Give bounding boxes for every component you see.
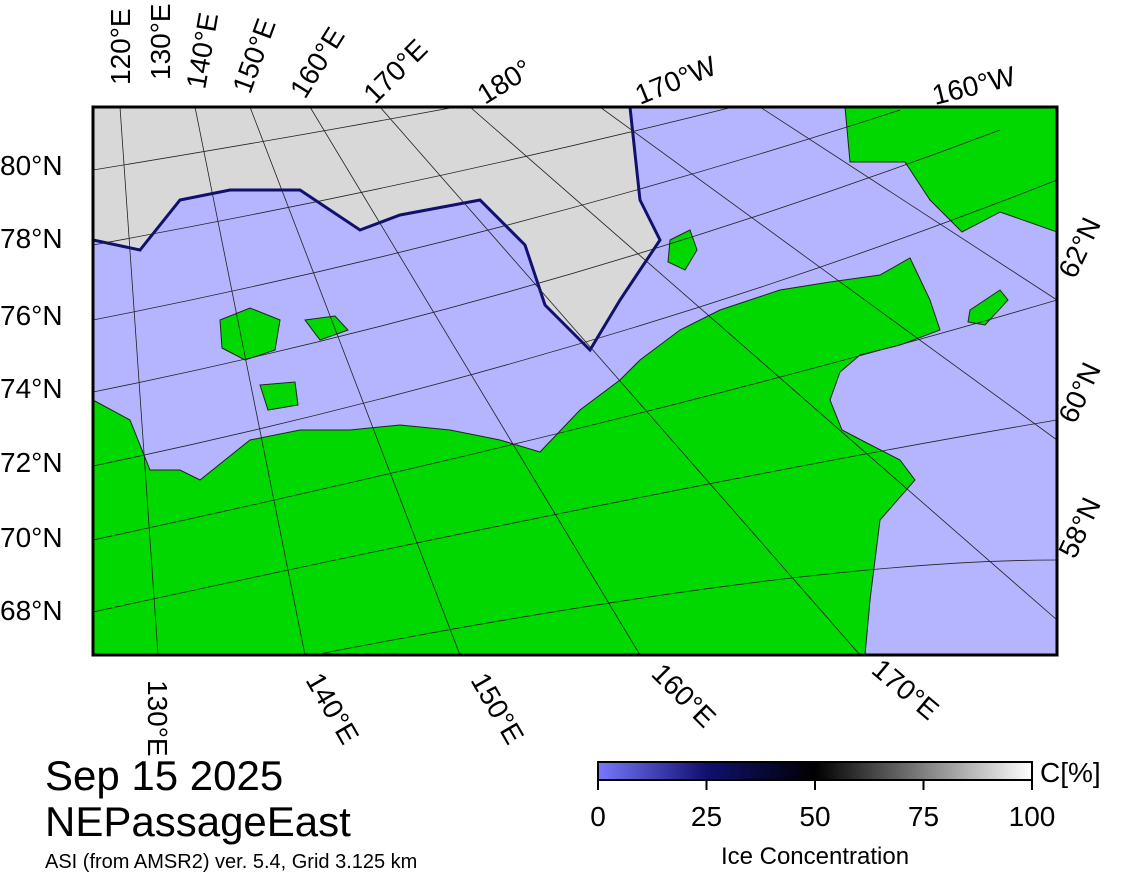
lat-label: 62°N	[1052, 213, 1107, 283]
land	[93, 257, 941, 655]
colorbar-tick-label: 0	[590, 801, 606, 832]
source: ASI (from AMSR2) ver. 5.4, Grid 3.125 km	[45, 851, 417, 873]
lon-label: 180°	[472, 53, 538, 110]
lat-label: 58°N	[1052, 493, 1107, 563]
colorbar-title: Ice Concentration	[721, 843, 909, 870]
lon-label: 170°W	[631, 50, 721, 111]
lon-label: 160°E	[646, 657, 722, 733]
lon-label: 130°E	[145, 3, 176, 80]
island	[967, 289, 1009, 326]
graticule	[93, 107, 1057, 655]
colorbar-tick-label: 25	[691, 801, 722, 832]
lat-label: 70°N	[0, 522, 63, 553]
map-area	[93, 107, 1057, 655]
lat-label: 68°N	[0, 595, 63, 626]
lat-label: 72°N	[0, 447, 63, 478]
lat-label: 76°N	[0, 300, 63, 331]
island	[219, 307, 281, 361]
lon-label: 130°E	[142, 680, 173, 757]
colorbar-unit: C[%]	[1040, 757, 1101, 788]
lat-label: 78°N	[0, 223, 63, 254]
colorbar	[597, 761, 1033, 781]
lat-label: 60°N	[1052, 358, 1107, 428]
lon-label: 170°E	[357, 33, 433, 109]
colorbar-tick-label: 50	[799, 801, 830, 832]
lat-label: 80°N	[0, 150, 63, 181]
lon-label: 150°E	[227, 14, 282, 97]
lon-label: 140°E	[180, 10, 224, 91]
lon-label: 160°E	[284, 22, 351, 103]
region: NEPassageEast	[45, 798, 351, 845]
colorbar-tick-label: 75	[908, 801, 939, 832]
map-frame	[91, 105, 1059, 657]
lon-label: 160°W	[929, 60, 1019, 111]
island	[667, 229, 698, 271]
lon-label: 150°E	[465, 668, 530, 750]
lat-label: 74°N	[0, 373, 63, 404]
lon-label: 170°E	[866, 653, 945, 726]
colorbar-tick-label: 100	[1009, 801, 1056, 832]
island	[259, 381, 299, 411]
date: Sep 15 2025	[45, 752, 283, 799]
lon-label: 120°E	[105, 8, 136, 85]
sea-ice	[93, 107, 662, 353]
lon-label: 140°E	[300, 668, 365, 750]
island	[304, 315, 349, 341]
